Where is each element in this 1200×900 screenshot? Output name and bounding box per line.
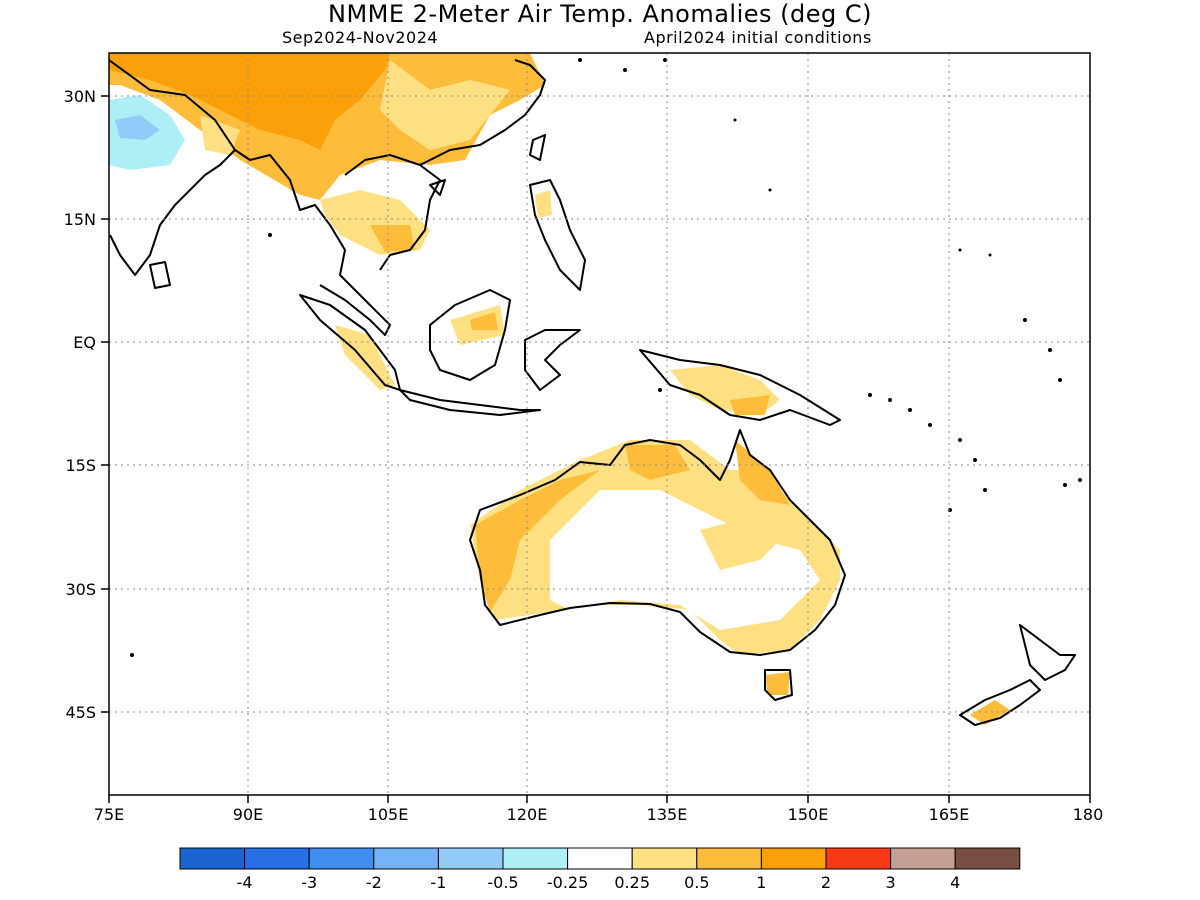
colorbar-swatch bbox=[502, 847, 569, 870]
anomaly-sumatra bbox=[335, 325, 395, 390]
y-tick-label: 45S bbox=[65, 703, 96, 722]
x-tick-label: 90E bbox=[233, 805, 263, 824]
colorbar-swatch bbox=[437, 847, 504, 870]
coast-sri-lanka bbox=[149, 261, 171, 289]
coast-nz-south bbox=[959, 679, 1041, 726]
coast-tasmania bbox=[764, 669, 793, 701]
colorbar-label: -3 bbox=[301, 873, 317, 892]
colorbar-label: 4 bbox=[950, 873, 960, 892]
anomaly-indochina-mod bbox=[370, 225, 415, 252]
anomaly-nz bbox=[970, 700, 1010, 725]
colorbar-label: -2 bbox=[366, 873, 382, 892]
colorbar-swatch bbox=[760, 847, 827, 870]
coast-australia bbox=[469, 429, 846, 656]
forecast-period: Sep2024-Nov2024 bbox=[282, 28, 439, 47]
colorbar-label: 1 bbox=[756, 873, 766, 892]
colorbar-swatch bbox=[308, 847, 375, 870]
anomaly-tibet-pale bbox=[200, 115, 240, 155]
graticule bbox=[109, 53, 1090, 795]
x-tick-label: 75E bbox=[94, 805, 124, 824]
coast-java bbox=[399, 389, 541, 416]
colorbar-label: 3 bbox=[886, 873, 896, 892]
colorbar-swatch bbox=[567, 847, 633, 870]
coast-taiwan bbox=[529, 134, 546, 161]
anomaly-new-guinea-mod bbox=[730, 395, 770, 415]
anomaly-china-light bbox=[380, 60, 510, 150]
anomaly-asia-strong bbox=[109, 53, 390, 150]
coast-hainan bbox=[429, 179, 446, 196]
y-tick-label: 15S bbox=[65, 456, 96, 475]
colorbar-swatch bbox=[244, 847, 310, 870]
colorbar-swatch bbox=[954, 847, 1021, 870]
anomaly-philippines bbox=[535, 190, 552, 218]
x-tick-label: 180 bbox=[1073, 805, 1104, 824]
colorbar-label: -1 bbox=[430, 873, 446, 892]
anomaly-tasmania bbox=[765, 672, 790, 695]
coastlines bbox=[109, 59, 1076, 726]
initial-conditions: April2024 initial conditions bbox=[644, 28, 872, 47]
anomaly-australia-mod-north bbox=[625, 445, 690, 480]
colorbar-labels: -4 -3 -2 -1 -0.5 -0.25 0.25 0.5 1 2 3 4 bbox=[237, 873, 961, 892]
anomaly-australia-se bbox=[700, 520, 790, 570]
anomaly-australia-interior bbox=[550, 490, 820, 630]
y-tick-label: EQ bbox=[73, 333, 96, 352]
colorbar-label: 0.25 bbox=[614, 873, 650, 892]
anomaly-borneo-mod bbox=[470, 312, 498, 330]
anomaly-australia-mod-west bbox=[475, 470, 600, 612]
colorbar-swatch bbox=[179, 847, 246, 870]
map-frame bbox=[108, 52, 1091, 796]
x-tick-label: 105E bbox=[368, 805, 409, 824]
pacific-islands bbox=[130, 58, 1082, 657]
coast-new-guinea bbox=[639, 349, 841, 426]
coast-borneo bbox=[429, 289, 511, 381]
anomaly-shading bbox=[109, 53, 1010, 725]
colorbar-swatch bbox=[696, 847, 762, 870]
coast-bay-of-bengal bbox=[234, 149, 391, 336]
colorbar-swatch bbox=[373, 847, 439, 870]
coast-philippines bbox=[529, 179, 586, 291]
colorbar-swatch bbox=[890, 847, 956, 870]
anomaly-australia-mod-qld bbox=[735, 440, 790, 505]
map-title: NMME 2-Meter Air Temp. Anomalies (deg C) bbox=[327, 0, 872, 28]
colorbar-label: 0.5 bbox=[684, 873, 709, 892]
x-tick-label: 120E bbox=[507, 805, 548, 824]
colorbar-label: -0.5 bbox=[487, 873, 518, 892]
anomaly-india-cooler bbox=[115, 115, 160, 140]
colorbar bbox=[179, 847, 1021, 870]
colorbar-label: -4 bbox=[237, 873, 253, 892]
coast-sulawesi bbox=[524, 329, 581, 391]
tick-marks bbox=[101, 95, 1091, 803]
y-tick-label: 30N bbox=[64, 87, 96, 106]
colorbar-label: -0.25 bbox=[547, 873, 588, 892]
coast-asia-mainland bbox=[109, 59, 236, 276]
y-tick-label: 15N bbox=[64, 210, 96, 229]
x-tick-label: 135E bbox=[647, 805, 688, 824]
y-tick-label: 30S bbox=[65, 580, 96, 599]
x-tick-label: 165E bbox=[929, 805, 970, 824]
coast-china-east bbox=[419, 59, 546, 166]
x-tick-label: 150E bbox=[788, 805, 829, 824]
colorbar-swatch bbox=[825, 847, 892, 870]
colorbar-label: 2 bbox=[821, 873, 831, 892]
coast-nz-north bbox=[1019, 624, 1076, 681]
colorbar-swatch bbox=[631, 847, 698, 870]
